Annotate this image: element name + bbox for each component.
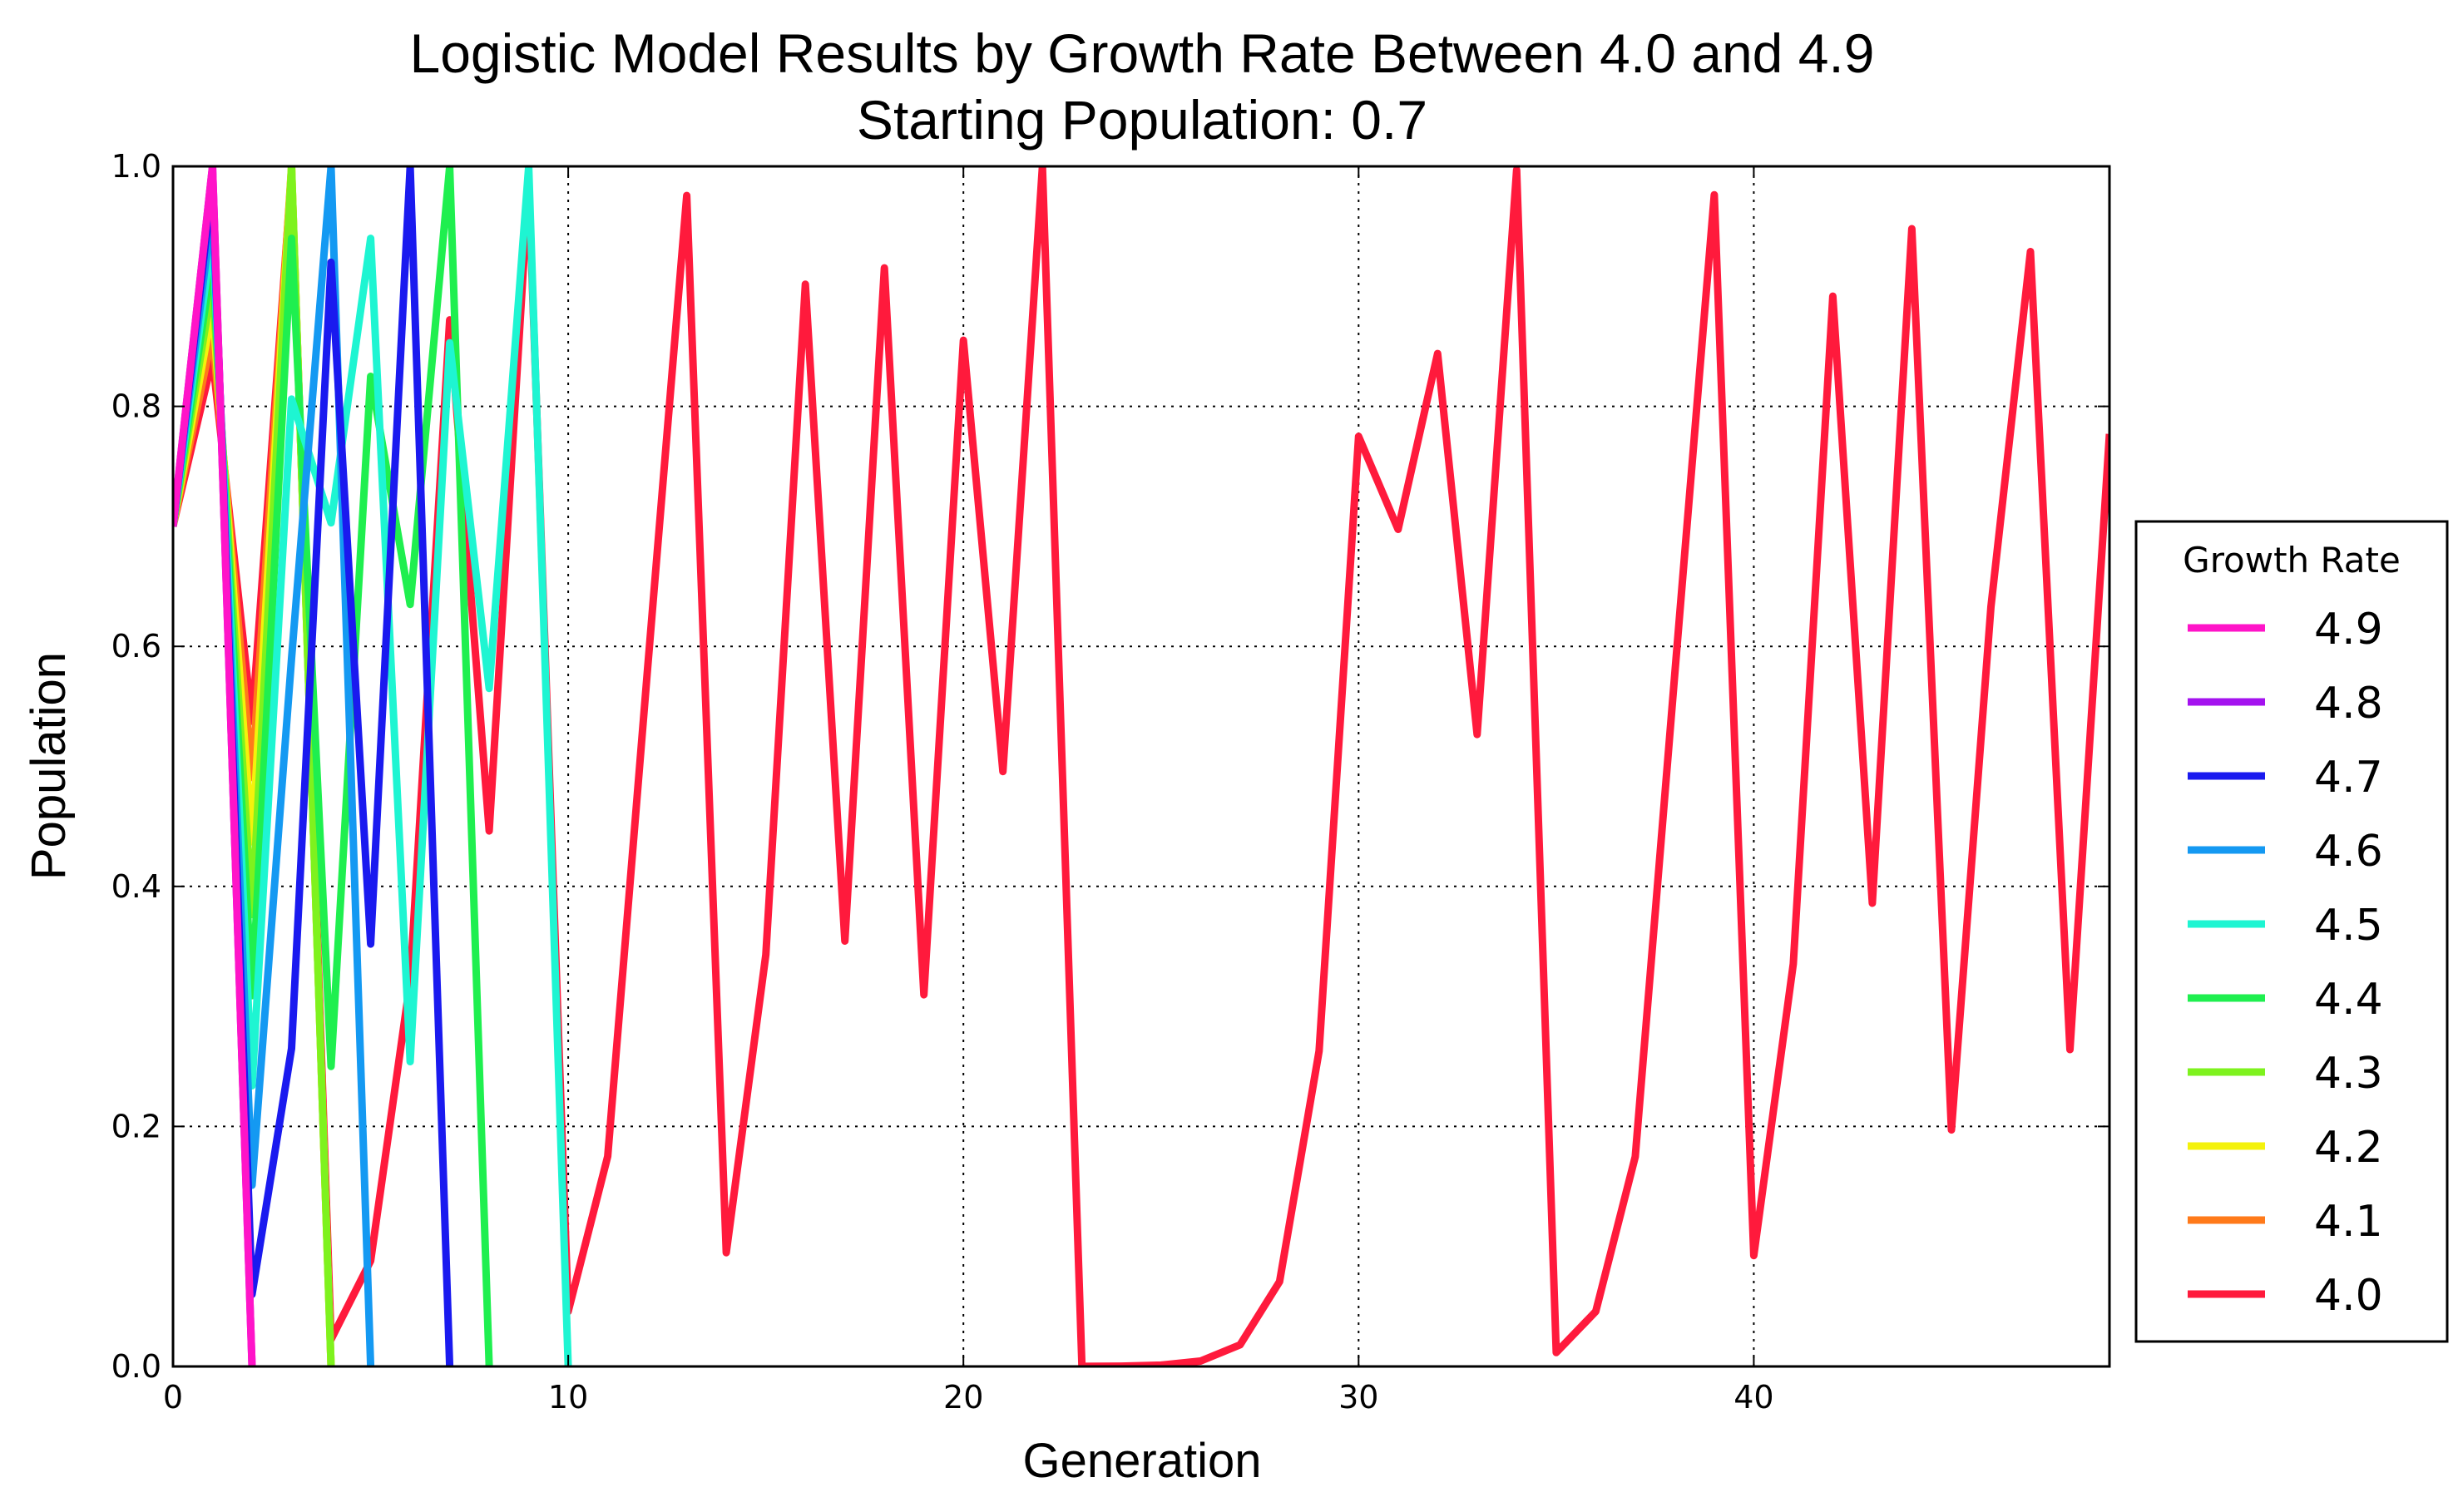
series-lines [173, 166, 2109, 1366]
x-tick-label: 40 [1733, 1379, 1773, 1416]
legend-title: Growth Rate [2183, 540, 2401, 581]
y-axis-label: Population [22, 652, 76, 880]
legend-box [2134, 520, 2449, 1343]
y-tick-label: 0.8 [111, 388, 161, 425]
series-line-4-9 [173, 166, 256, 1366]
legend-label: 4.1 [2314, 1197, 2383, 1247]
legend-label: 4.6 [2314, 827, 2383, 877]
chart-subtitle: Starting Population: 0.7 [857, 89, 1427, 151]
legend-label: 4.9 [2314, 605, 2383, 655]
legend-label: 4.3 [2314, 1049, 2383, 1099]
y-tick-label: 0.6 [111, 628, 161, 665]
legend-items: 4.9 4.8 4.7 4.6 4.5 4.4 4.3 4.2 4.1 4.0 [2188, 605, 2383, 1321]
y-tick-label: 0.0 [111, 1348, 161, 1385]
axis-ticks: 0 10 20 30 40 0.0 0.2 0.4 0.6 0.8 1.0 [111, 148, 2109, 1416]
legend: Growth Rate 4.94.84.74.64.54.44.34.24.14… [2134, 520, 2449, 1343]
grid-lines [173, 166, 2109, 1366]
y-tick-label: 0.4 [111, 868, 161, 905]
x-axis-label: Generation [1023, 1434, 1262, 1488]
legend-label: 4.0 [2314, 1271, 2383, 1321]
legend-label: 4.8 [2314, 679, 2383, 729]
legend-label: 4.2 [2314, 1123, 2383, 1173]
plot-frame [171, 165, 2111, 1368]
y-tick-label: 0.2 [111, 1108, 161, 1144]
x-tick-label: 0 [163, 1379, 183, 1416]
series-line-4-0 [173, 166, 2109, 1366]
x-tick-label: 20 [943, 1379, 983, 1416]
chart-title: Logistic Model Results by Growth Rate Be… [410, 22, 1875, 84]
legend-label: 4.4 [2314, 975, 2383, 1025]
x-tick-label: 10 [548, 1379, 588, 1416]
y-tick-label: 1.0 [111, 148, 161, 185]
x-tick-label: 30 [1338, 1379, 1378, 1416]
legend-label: 4.7 [2314, 753, 2383, 803]
legend-label: 4.5 [2314, 901, 2383, 951]
